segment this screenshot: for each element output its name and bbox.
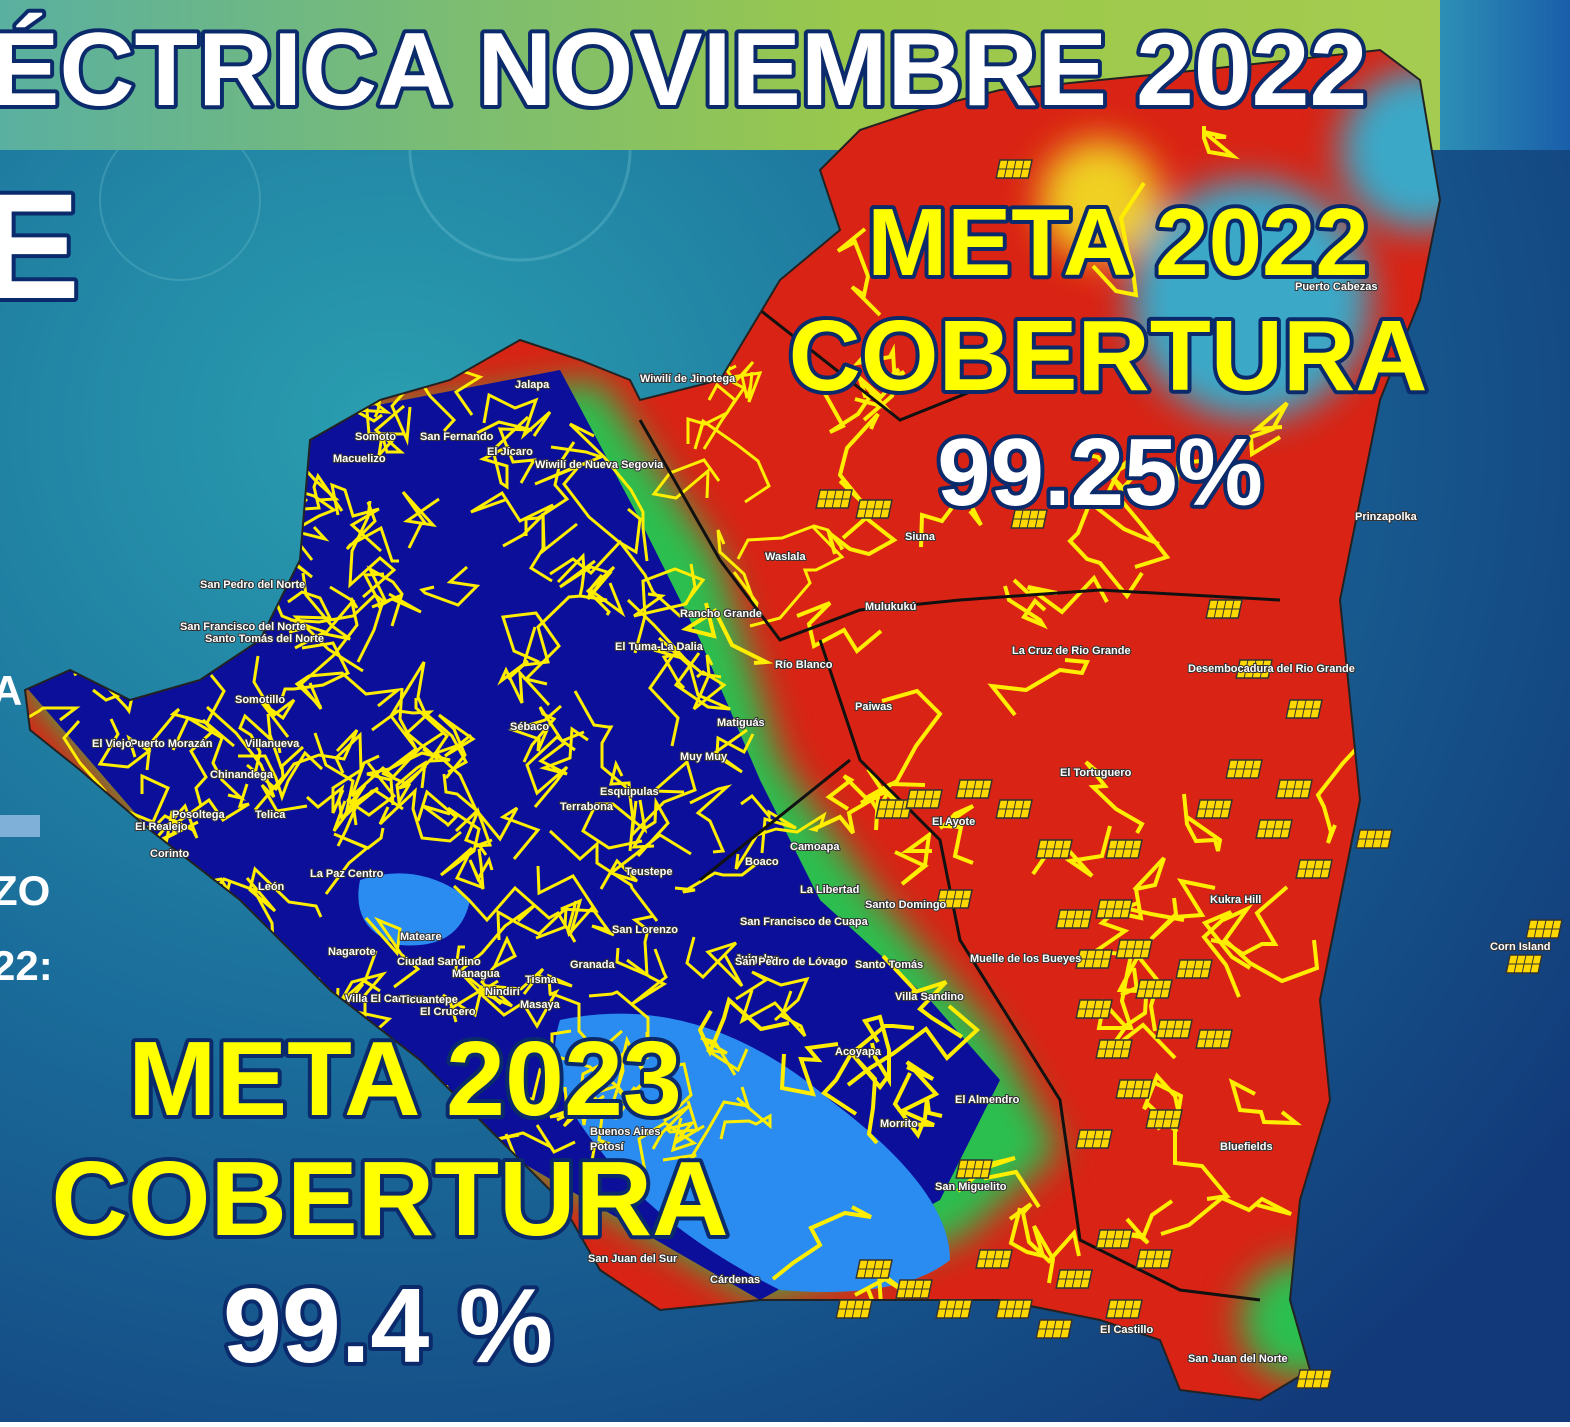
place-label: San Pedro de Lóvago: [735, 956, 848, 968]
place-label: Kukra Hill: [1210, 894, 1261, 906]
place-label: Sébaco: [510, 721, 549, 733]
place-label: Somoto: [355, 431, 396, 443]
place-label: El Ayote: [932, 816, 975, 828]
goal-metric: COBERTURA: [789, 300, 1428, 412]
place-label: Río Blanco: [775, 659, 833, 671]
place-label: Desembocadura del Rio Grande: [1188, 663, 1355, 675]
place-label: Siuna: [905, 531, 936, 543]
goal-value: 99.25%: [937, 419, 1263, 526]
place-label: Terrabona: [560, 801, 614, 813]
place-label: Prinzapolka: [1355, 511, 1418, 523]
place-label: Rancho Grande: [680, 608, 762, 620]
place-label: Mulukukú: [865, 601, 916, 613]
place-label: Tisma: [525, 974, 557, 986]
left-fragment: ZO: [0, 867, 50, 914]
place-label: León: [258, 881, 285, 893]
place-label: El Almendro: [955, 1094, 1020, 1106]
place-label: La Libertad: [800, 884, 859, 896]
place-label: San Pedro del Norte: [200, 579, 305, 591]
place-label: Bluefields: [1220, 1141, 1273, 1153]
left-fragment: 22:: [0, 942, 53, 989]
place-label: San Francisco del Norte: [180, 621, 306, 633]
place-label: Corn Island: [1490, 941, 1551, 953]
title: ÉCTRICA NOVIEMBRE 2022: [0, 12, 1367, 128]
place-label: San Lorenzo: [612, 924, 678, 936]
place-label: La Paz Centro: [310, 868, 384, 880]
place-label: El Crucero: [420, 1006, 476, 1018]
slide: Wiwilí de Jinotega Wiwilí de Nueva Segovi…: [0, 0, 1570, 1422]
place-label: Waslala: [765, 551, 806, 563]
place-label: Granada: [570, 959, 616, 971]
place-label: Mateare: [400, 931, 442, 943]
side-bar: [0, 815, 40, 837]
place-label: Villa Sandino: [895, 991, 964, 1003]
goal-value: 99.4 %: [223, 1267, 553, 1385]
place-label: Masaya: [520, 999, 561, 1011]
goal-metric: COBERTURA: [51, 1140, 728, 1258]
place-label: Wiwilí de Jinotega: [640, 373, 736, 385]
place-label: Santo Domingo: [865, 899, 947, 911]
place-label: Wiwilí de Nueva Segovia: [535, 459, 664, 471]
place-label: San Francisco de Cuapa: [740, 916, 869, 928]
place-label: Morrito: [880, 1118, 918, 1130]
place-label: Puerto Morazán: [130, 738, 213, 750]
place-label: San Fernando: [420, 431, 494, 443]
place-label: Camoapa: [790, 841, 840, 853]
place-label: El Realejo: [135, 821, 188, 833]
place-label: El Viejo: [92, 738, 132, 750]
title-letter: E: [0, 162, 80, 330]
place-label: Esquipulas: [600, 786, 659, 798]
place-label: Nagarote: [328, 946, 376, 958]
place-label: San Juan del Norte: [1188, 1353, 1288, 1365]
place-label: Cárdenas: [710, 1274, 760, 1286]
place-label: Villanueva: [245, 738, 300, 750]
place-label: Ciudad Sandino: [397, 956, 481, 968]
place-label: Matiguás: [717, 717, 765, 729]
place-label: El Tuma-La Dalia: [615, 641, 704, 653]
place-label: Santo Tomás del Norte: [205, 633, 324, 645]
place-label: Santo Tomás: [855, 959, 923, 971]
place-label: Muy Muy: [680, 751, 728, 763]
place-label: Chinandega: [210, 769, 274, 781]
place-label: Muelle de los Bueyes: [970, 953, 1081, 965]
place-label: El Tortuguero: [1060, 767, 1132, 779]
place-label: San Miguelito: [935, 1181, 1007, 1193]
place-label: Posoltega: [172, 809, 225, 821]
title-banner-edge: [1440, 0, 1570, 150]
place-label: Teustepe: [625, 866, 672, 878]
place-label: Paiwas: [855, 701, 892, 713]
place-label: Jalapa: [515, 379, 550, 391]
place-label: Nindirí: [485, 986, 521, 998]
place-label: Somotillo: [235, 694, 285, 706]
place-label: La Cruz de Rio Grande: [1012, 645, 1131, 657]
place-label: Telica: [255, 809, 286, 821]
place-label: Macuelizo: [333, 453, 386, 465]
place-label: Boaco: [745, 856, 779, 868]
place-label: Corinto: [150, 848, 189, 860]
goal-label: META 2022: [867, 189, 1369, 296]
place-label: Managua: [452, 968, 501, 980]
place-label: Ticuantepe: [400, 994, 458, 1006]
place-label: El Castillo: [1100, 1324, 1153, 1336]
place-label: El Jícaro: [487, 446, 533, 458]
goal-label: META 2023: [128, 1020, 682, 1138]
left-fragment: A: [0, 667, 22, 714]
place-label: Acoyapa: [835, 1046, 882, 1058]
